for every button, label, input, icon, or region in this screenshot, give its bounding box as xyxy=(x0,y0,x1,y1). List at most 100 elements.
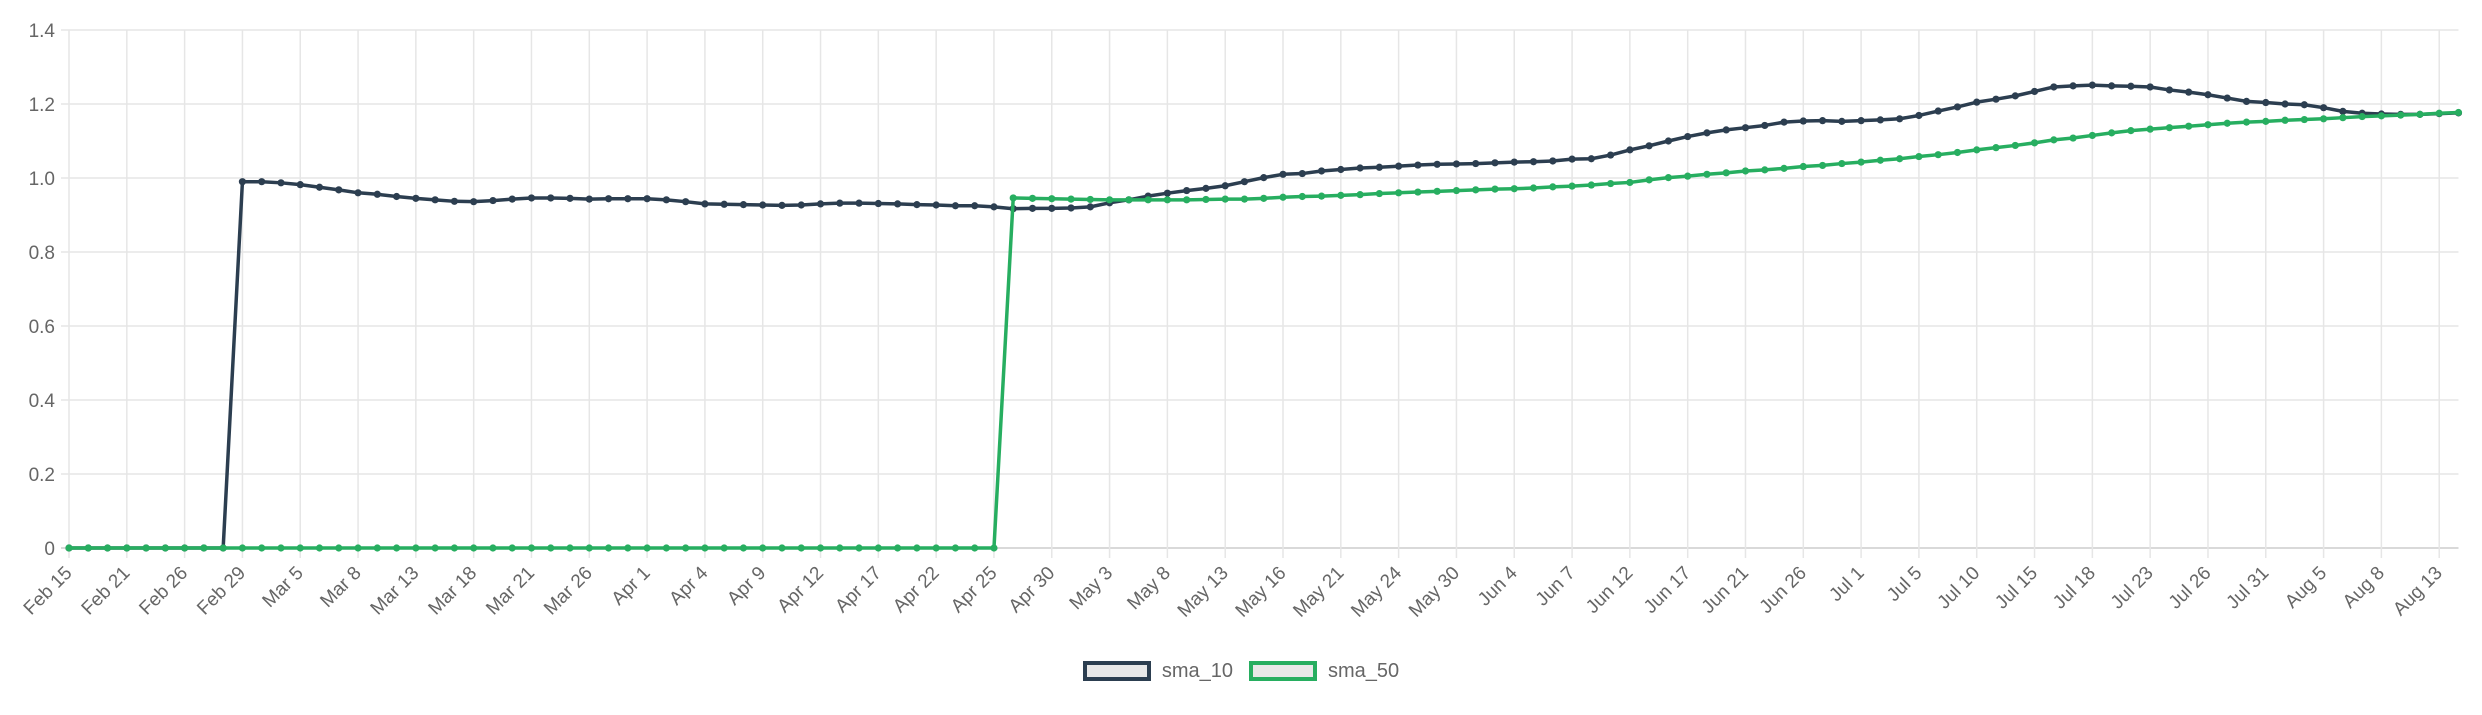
data-point[interactable] xyxy=(354,189,362,197)
data-point[interactable] xyxy=(1337,165,1345,174)
data-point[interactable] xyxy=(1934,151,1942,159)
data-point[interactable] xyxy=(1491,185,1499,193)
data-point[interactable] xyxy=(1664,137,1673,145)
data-point[interactable] xyxy=(1799,162,1807,171)
data-point[interactable] xyxy=(836,544,844,552)
data-point[interactable] xyxy=(412,544,420,552)
data-point[interactable] xyxy=(527,194,536,202)
data-point[interactable] xyxy=(1414,161,1422,169)
data-point[interactable] xyxy=(1529,184,1538,192)
data-point[interactable] xyxy=(2416,110,2424,118)
data-point[interactable] xyxy=(1356,191,1364,199)
data-point[interactable] xyxy=(335,186,343,194)
data-point[interactable] xyxy=(489,544,497,552)
data-point[interactable] xyxy=(1202,195,1210,204)
data-point[interactable] xyxy=(315,183,324,191)
data-point[interactable] xyxy=(1741,167,1750,175)
data-point[interactable] xyxy=(951,544,960,552)
data-point[interactable] xyxy=(450,544,458,552)
data-point[interactable] xyxy=(2050,83,2058,91)
data-point[interactable] xyxy=(836,199,844,207)
data-point[interactable] xyxy=(682,198,690,206)
data-point[interactable] xyxy=(181,544,189,552)
data-point[interactable] xyxy=(1587,155,1595,163)
data-point[interactable] xyxy=(2146,125,2154,133)
data-point[interactable] xyxy=(527,544,536,552)
data-point[interactable] xyxy=(238,178,247,186)
data-point[interactable] xyxy=(1722,169,1730,177)
data-point[interactable] xyxy=(1761,121,1769,130)
data-point[interactable] xyxy=(1028,204,1037,212)
data-point[interactable] xyxy=(1549,157,1557,165)
data-point[interactable] xyxy=(1876,116,1884,124)
data-point[interactable] xyxy=(258,544,266,552)
data-point[interactable] xyxy=(759,201,767,209)
data-point[interactable] xyxy=(65,544,73,552)
data-point[interactable] xyxy=(277,544,285,552)
data-point[interactable] xyxy=(2397,111,2405,119)
data-point[interactable] xyxy=(2050,136,2058,144)
data-point[interactable] xyxy=(1125,196,1133,204)
data-point[interactable] xyxy=(2339,107,2347,115)
data-point[interactable] xyxy=(431,196,439,204)
data-point[interactable] xyxy=(1645,176,1653,184)
data-point[interactable] xyxy=(1163,196,1171,204)
data-point[interactable] xyxy=(1395,162,1403,170)
data-point[interactable] xyxy=(913,544,921,552)
data-point[interactable] xyxy=(2185,122,2193,130)
data-point[interactable] xyxy=(1973,146,1981,154)
data-point[interactable] xyxy=(1722,126,1730,134)
data-point[interactable] xyxy=(2069,134,2077,142)
data-point[interactable] xyxy=(951,202,960,210)
data-point[interactable] xyxy=(1183,196,1191,204)
data-point[interactable] xyxy=(392,544,401,552)
data-point[interactable] xyxy=(1568,182,1576,190)
data-point[interactable] xyxy=(2262,98,2270,107)
data-point[interactable] xyxy=(1568,155,1576,163)
legend-item-sma-10[interactable]: sma_10 xyxy=(1082,660,1233,683)
data-point[interactable] xyxy=(1433,160,1441,168)
data-point[interactable] xyxy=(1356,164,1364,172)
data-point[interactable] xyxy=(103,544,112,552)
data-point[interactable] xyxy=(585,195,593,203)
data-point[interactable] xyxy=(778,544,786,552)
data-point[interactable] xyxy=(1549,183,1557,191)
data-point[interactable] xyxy=(508,544,516,552)
data-point[interactable] xyxy=(123,544,131,552)
data-point[interactable] xyxy=(1202,184,1210,192)
data-point[interactable] xyxy=(1375,189,1383,198)
data-point[interactable] xyxy=(354,544,362,552)
data-point[interactable] xyxy=(1953,148,1962,157)
data-point[interactable] xyxy=(1703,170,1711,178)
data-point[interactable] xyxy=(2262,117,2270,125)
data-point[interactable] xyxy=(1741,124,1750,132)
data-point[interactable] xyxy=(662,196,670,204)
data-point[interactable] xyxy=(932,201,940,209)
data-point[interactable] xyxy=(1048,195,1056,203)
data-point[interactable] xyxy=(547,194,555,202)
data-point[interactable] xyxy=(1452,186,1461,195)
data-point[interactable] xyxy=(219,544,227,552)
data-point[interactable] xyxy=(1086,195,1094,204)
data-point[interactable] xyxy=(2088,81,2096,89)
data-point[interactable] xyxy=(2011,92,2019,100)
data-point[interactable] xyxy=(971,202,979,210)
data-point[interactable] xyxy=(701,200,709,208)
data-point[interactable] xyxy=(1664,174,1673,182)
data-point[interactable] xyxy=(1028,194,1037,202)
data-point[interactable] xyxy=(373,190,381,198)
data-point[interactable] xyxy=(816,544,825,552)
data-point[interactable] xyxy=(894,200,902,208)
data-point[interactable] xyxy=(1934,107,1942,115)
data-point[interactable] xyxy=(1992,144,2000,152)
data-point[interactable] xyxy=(1279,193,1287,201)
data-point[interactable] xyxy=(1684,132,1692,141)
data-point[interactable] xyxy=(1375,163,1383,171)
data-point[interactable] xyxy=(1780,164,1788,172)
data-point[interactable] xyxy=(1838,117,1846,125)
data-point[interactable] xyxy=(1491,159,1499,167)
data-point[interactable] xyxy=(1876,156,1884,164)
data-point[interactable] xyxy=(1896,155,1904,163)
data-point[interactable] xyxy=(2242,118,2251,126)
data-point[interactable] xyxy=(932,544,940,552)
